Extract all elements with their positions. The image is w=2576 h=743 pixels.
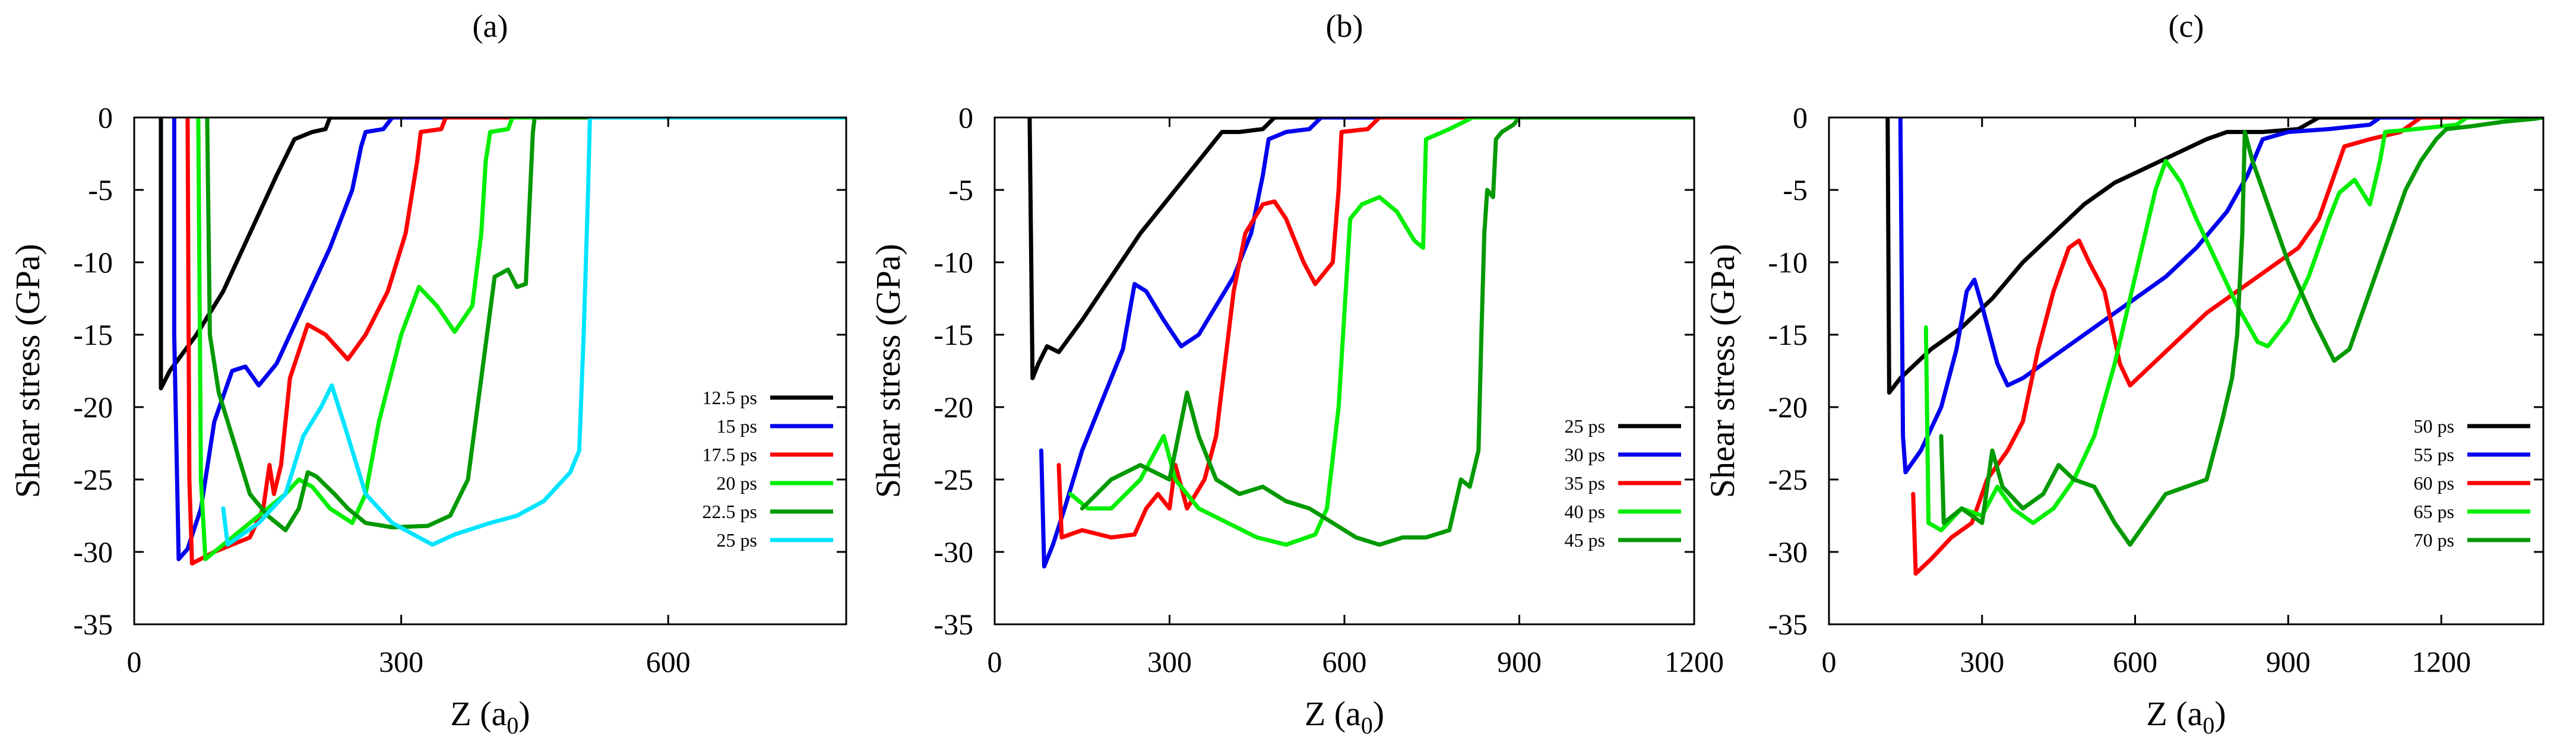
y-tick-label: -20 xyxy=(933,390,973,424)
series-line-25-ps xyxy=(221,118,846,547)
legend-label: 70 ps xyxy=(2414,529,2454,551)
x-axis-label: Z (a0) xyxy=(2146,694,2226,739)
y-tick-label: 0 xyxy=(1793,101,1808,134)
series-line-40-ps xyxy=(1068,118,1694,547)
series-line-35-ps xyxy=(1056,118,1694,540)
y-tick-label: 0 xyxy=(98,101,113,134)
x-tick-label: 1200 xyxy=(1664,645,1724,678)
x-axis-label: Z (a0) xyxy=(1305,694,1384,739)
y-tick-label: -35 xyxy=(73,608,113,641)
x-tick-label: 300 xyxy=(1960,645,2004,678)
y-tick-label: -5 xyxy=(948,173,973,207)
x-tick-label: 0 xyxy=(1822,645,1837,678)
legend-label: 22.5 ps xyxy=(702,501,757,522)
y-tick-label: -5 xyxy=(88,173,113,207)
y-tick-label: -15 xyxy=(933,318,973,351)
panel-1: (a) 0 -5 -10 -15 -20 -25 -30 -35 0 300 600 Z (a0) She… xyxy=(8,8,847,739)
legend-label: 35 ps xyxy=(1565,472,1605,494)
x-tick-label: 300 xyxy=(379,645,423,678)
series-group xyxy=(159,118,846,566)
legend-label: 25 ps xyxy=(717,529,757,551)
panel-3: (c) 0 -5 -10 -15 -20 -25 -30 -35 0 300 600 900 1200 Z … xyxy=(1703,8,2545,739)
legend: 12.5 ps 15 ps 17.5 ps 20 ps 22.5 ps 25 ps xyxy=(702,387,833,551)
legend-label: 60 ps xyxy=(2414,472,2454,494)
legend-label: 40 ps xyxy=(1565,501,1605,522)
series-line-70-ps xyxy=(1939,118,2543,547)
panel-title: (c) xyxy=(2169,8,2204,44)
x-tick-label: 900 xyxy=(1497,645,1542,678)
y-tick-label: -15 xyxy=(1768,318,1808,351)
legend-label: 25 ps xyxy=(1565,415,1605,437)
y-tick-label: -25 xyxy=(1768,463,1808,496)
y-tick-label: 0 xyxy=(958,101,973,134)
y-axis-label: Shear stress (GPa) xyxy=(8,244,47,498)
x-tick-label: 1200 xyxy=(2412,645,2471,678)
legend: 50 ps 55 ps 60 ps 65 ps 70 ps xyxy=(2414,415,2530,551)
y-tick-label: -5 xyxy=(1783,173,1808,207)
legend-label: 15 ps xyxy=(717,415,757,437)
series-group xyxy=(1885,118,2543,576)
y-tick-label: -30 xyxy=(73,535,113,569)
y-tick-label: -10 xyxy=(933,246,973,279)
panel-title: (b) xyxy=(1326,8,1363,44)
x-tick-label: 600 xyxy=(2113,645,2157,678)
x-tick-label: 600 xyxy=(1322,645,1367,678)
series-line-60-ps xyxy=(1911,118,2543,576)
y-tick-label: -15 xyxy=(73,318,113,351)
series-line-17-5-ps xyxy=(185,118,846,566)
y-tick-label: -25 xyxy=(73,463,113,496)
y-tick-label: -30 xyxy=(933,535,973,569)
legend-label: 55 ps xyxy=(2414,444,2454,465)
legend-label: 20 ps xyxy=(717,472,757,494)
legend-label: 45 ps xyxy=(1565,529,1605,551)
y-tick-label: -10 xyxy=(73,246,113,279)
x-axis-label: Z (a0) xyxy=(450,694,530,739)
x-tick-label: 0 xyxy=(988,645,1002,678)
y-tick-label: -35 xyxy=(1768,608,1808,641)
series-line-30-ps xyxy=(1039,118,1694,569)
legend-label: 50 ps xyxy=(2414,415,2454,437)
legend-label: 30 ps xyxy=(1565,444,1605,465)
y-tick-label: -10 xyxy=(1768,246,1808,279)
x-tick-label: 0 xyxy=(127,645,142,678)
series-line-45-ps xyxy=(1080,118,1694,547)
legend-label: 65 ps xyxy=(2414,501,2454,522)
series-line-20-ps xyxy=(196,118,846,561)
plot-frame xyxy=(1828,116,2545,625)
panel-title: (a) xyxy=(473,8,508,44)
y-axis-label: Shear stress (GPa) xyxy=(1703,244,1742,498)
panel-2: (b) 0 -5 -10 -15 -20 -25 -30 -35 0 300 600 900 1200 Z … xyxy=(869,8,1724,739)
series-group xyxy=(1027,118,1694,569)
series-line-15-ps xyxy=(172,118,846,561)
y-tick-label: -30 xyxy=(1768,535,1808,569)
y-tick-label: -35 xyxy=(933,608,973,641)
legend-label: 12.5 ps xyxy=(702,387,757,408)
y-tick-label: -20 xyxy=(73,390,113,424)
series-line-25-ps xyxy=(1027,118,1694,380)
x-tick-label: 900 xyxy=(2266,645,2311,678)
legend-label: 17.5 ps xyxy=(702,444,757,465)
plot-frame xyxy=(133,116,847,625)
legend: 25 ps 30 ps 35 ps 40 ps 45 ps xyxy=(1565,415,1681,551)
x-tick-label: 600 xyxy=(646,645,691,678)
y-axis-label: Shear stress (GPa) xyxy=(869,244,907,498)
series-line-65-ps xyxy=(1923,118,2543,532)
y-tick-label: -25 xyxy=(933,463,973,496)
series-line-55-ps xyxy=(1898,118,2543,475)
x-tick-label: 300 xyxy=(1147,645,1192,678)
y-tick-label: -20 xyxy=(1768,390,1808,424)
series-line-12-5-ps xyxy=(159,118,846,390)
series-line-22-5-ps xyxy=(205,118,846,532)
